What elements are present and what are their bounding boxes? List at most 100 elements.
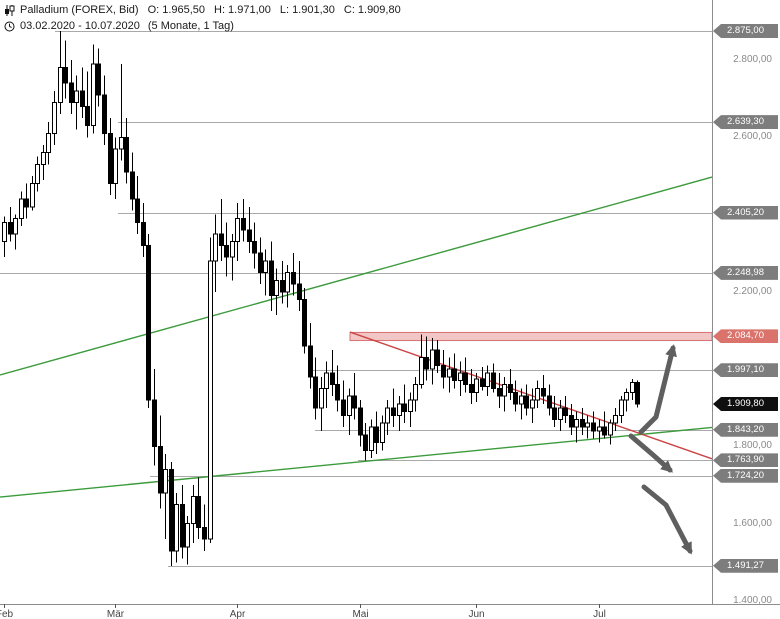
candle-body [63,67,68,84]
month-label-Jul: Jul [593,609,606,619]
projection-down-2-arrow [641,484,693,555]
candle-body [185,523,190,548]
projection-down-1-arrow [628,433,673,473]
candle-body [619,399,624,417]
candle-body [191,496,196,525]
candle-body [252,241,257,254]
candlestick-chart-icon [3,4,16,16]
candle-body [269,260,274,297]
candle-body [263,260,268,274]
clock-icon [3,21,16,32]
candle-body [485,372,490,388]
candle-body [552,407,557,420]
instrument-line: Palladium (FOREX, Bid) O: 1.965,50 H: 1.97… [3,2,401,18]
candle-body [608,422,613,436]
candle-body [591,422,596,432]
candle-body [313,376,318,409]
candle-body [8,221,13,235]
candle-body [30,183,35,208]
candle-body [530,399,535,409]
candle-body [347,395,352,417]
trendline-ascending-major [0,176,713,376]
candle-body [574,418,579,428]
candle-body [335,384,340,401]
candle-body [46,132,51,154]
candle-body [247,229,252,243]
high-label: H: [214,4,226,16]
candle-body [569,415,574,428]
candle-body [258,252,263,274]
close-value: C: 1.909,80 [343,4,401,16]
candle-body [2,221,7,243]
close-label: C: [343,4,355,16]
candle-body [497,387,502,397]
candles [2,31,640,566]
candle-body [119,136,124,150]
candle-body [196,496,201,529]
candle-body [124,136,129,173]
trendline-ascending-support [0,426,713,498]
candle-body [419,357,424,386]
candle-body [35,163,40,185]
candle-body [480,378,485,388]
candle-body [580,418,585,428]
candle-body [24,198,29,208]
low-value: L: 1.901,30 [279,4,335,16]
candle-body [558,407,563,420]
candle-body [108,132,113,185]
open-label: O: [147,4,160,16]
candle-body [13,217,18,235]
month-label-Jun: Jun [468,609,484,619]
candle-body [424,357,429,370]
candle-body [630,382,635,393]
candle-body [463,372,468,386]
candle-body [80,90,85,107]
candle-body [374,426,379,444]
candle-body [324,372,329,389]
candle-body [358,407,363,436]
candle-body [519,395,524,405]
candle-body [208,260,213,540]
candle-body [352,395,357,409]
candle-body [219,233,224,246]
high-value: H: 1.971,00 [214,4,271,16]
candle-body [241,217,246,231]
candle-body [469,384,474,393]
candle-body [635,381,640,405]
candle-body [402,403,407,413]
month-label-Apr: Apr [230,609,246,619]
candle-body [391,407,396,417]
candle-body [624,391,629,401]
candle-body [163,469,168,494]
candle-body [41,152,46,165]
candle-body [135,198,140,223]
candle-body [152,399,157,447]
candle-body [458,372,463,382]
candle-body [130,171,135,200]
open-value: O: 1.965,50 [147,4,206,16]
candle-body [502,384,507,397]
candle-body [224,244,229,258]
candle-body [430,349,435,370]
candle-body [524,395,529,409]
candle-body [397,403,402,417]
candle-body [169,469,174,552]
month-label-Feb: Feb [0,609,14,619]
candle-body [113,148,118,185]
candle-body [85,105,90,127]
candle-body [435,349,440,366]
candle-body [280,279,285,293]
candle-body [452,368,457,382]
candle-body [369,426,374,451]
candle-body [563,407,568,417]
low-label: L: [279,4,290,16]
candle-body [141,221,146,246]
candle-body [146,244,151,401]
candle-body [19,198,24,219]
candle-body [513,391,518,405]
candle-body [380,422,385,444]
candle-body [597,426,602,432]
candle-body [447,368,452,378]
candle-body [74,90,79,103]
